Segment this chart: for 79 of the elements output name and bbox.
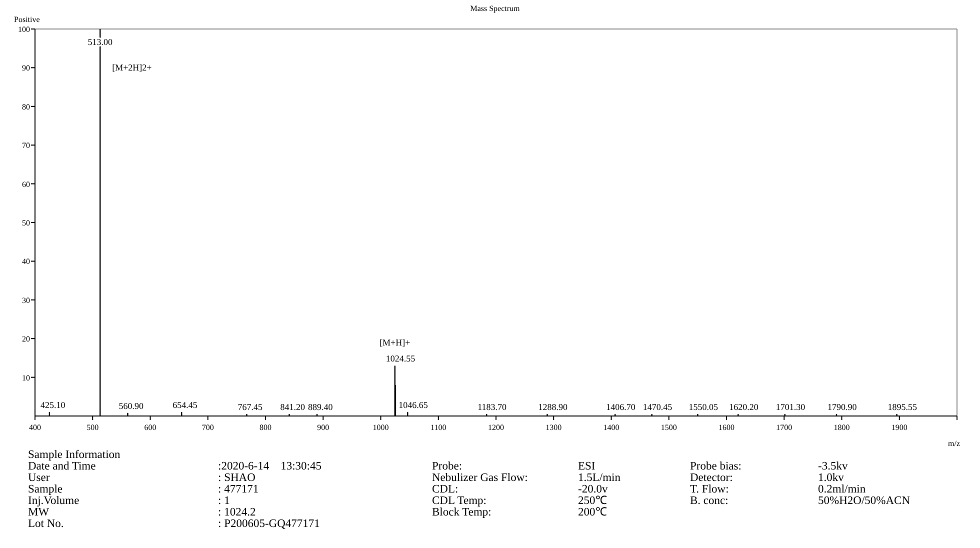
x-tick-label: 500 (86, 423, 99, 432)
text: Sample (28, 484, 62, 496)
annotation: 1183.70 (478, 402, 508, 412)
annotation: 425.10 (40, 400, 66, 410)
annotation: 767.45 (238, 402, 263, 412)
annotation: [M+H]+ (380, 338, 410, 348)
annotation: 1620.20 (729, 402, 759, 412)
annotation: 1406.70 (606, 402, 636, 412)
chart-title: Mass Spectrum (470, 4, 521, 13)
text: Nebulizer Gas Flow: (432, 472, 528, 484)
text: Sample Information (28, 449, 121, 461)
text: Inj.Volume (28, 495, 80, 507)
x-tick-label: 1300 (546, 423, 562, 432)
y-axis-title: Positive (14, 15, 40, 24)
annotation: [M+2H]2+ (112, 62, 152, 73)
text: 200℃ (578, 506, 608, 518)
x-tick-label: 1700 (776, 423, 792, 432)
y-tick-label: 90 (22, 64, 30, 73)
annotation: 1288.90 (538, 402, 568, 412)
x-tick-label: 600 (144, 423, 156, 432)
x-tick-label: 1000 (372, 423, 389, 432)
text: :2020-6-14 13:30:45 (218, 460, 322, 472)
annotation: 654.45 (172, 400, 198, 410)
y-tick-label: 100 (18, 25, 30, 34)
text: 250℃ (578, 495, 608, 507)
y-tick-label: 50 (22, 218, 30, 228)
x-tick-label: 1900 (891, 423, 908, 432)
text: User (28, 472, 50, 484)
x-tick-label: 1600 (718, 423, 734, 432)
text: CDL Temp: (432, 495, 486, 507)
annotation: 1790.90 (828, 402, 858, 412)
text: 1.5L/min (578, 472, 621, 484)
x-tick-label: 400 (29, 423, 41, 432)
annotation: 1024.55 (386, 354, 416, 364)
y-tick-label: 10 (22, 373, 30, 382)
x-tick-label: 1400 (603, 423, 620, 432)
text: 0.2ml/min (818, 484, 866, 496)
text: Probe bias: (690, 460, 742, 472)
text: CDL: (432, 484, 458, 496)
text: : 1024.2 (218, 506, 256, 518)
annotation: 841.20 (280, 402, 306, 412)
text: : SHAO (218, 472, 256, 484)
x-tick-label: 1100 (430, 423, 446, 432)
annotation: 1895.55 (888, 402, 918, 412)
text: : 477171 (218, 484, 259, 496)
y-tick-label: 70 (22, 141, 30, 150)
text: 50%H2O/50%ACN (818, 495, 911, 507)
text: Block Temp: (432, 506, 492, 518)
annotation: 1470.45 (642, 402, 673, 412)
y-tick-label: 20 (22, 334, 30, 344)
annotation: 560.90 (118, 400, 144, 411)
text: MW (28, 506, 50, 518)
y-tick-label: 30 (22, 296, 30, 305)
text: 1.0kv (818, 472, 844, 484)
text: -3.5kv (818, 460, 848, 472)
x-tick-label: 900 (317, 423, 330, 432)
x-tick-label: 800 (260, 423, 272, 432)
annotation: 1550.05 (688, 402, 718, 412)
x-tick-label: 1200 (488, 423, 504, 432)
text: : P200605-GQ477171 (218, 518, 320, 530)
text: B. conc: (690, 495, 728, 507)
text: ESI (578, 460, 596, 472)
text: Lot No. (28, 518, 64, 530)
annotation: 1046.65 (398, 400, 428, 410)
x-axis-title: m/z (948, 439, 960, 448)
x-tick-label: 700 (202, 423, 214, 432)
x-tick-label: 1500 (660, 423, 677, 432)
y-tick-label: 80 (22, 102, 30, 112)
text: Probe: (432, 460, 462, 472)
text: : 1 (218, 495, 230, 507)
annotation: 889.40 (308, 402, 334, 412)
text: Date and Time (28, 460, 96, 472)
text: -20.0v (578, 484, 608, 496)
text: T. Flow: (690, 484, 729, 496)
text: Detector: (690, 472, 733, 484)
x-tick-label: 1800 (834, 423, 850, 432)
y-tick-label: 40 (22, 257, 30, 266)
y-tick-label: 60 (22, 180, 30, 189)
annotation: 1701.30 (776, 402, 806, 412)
